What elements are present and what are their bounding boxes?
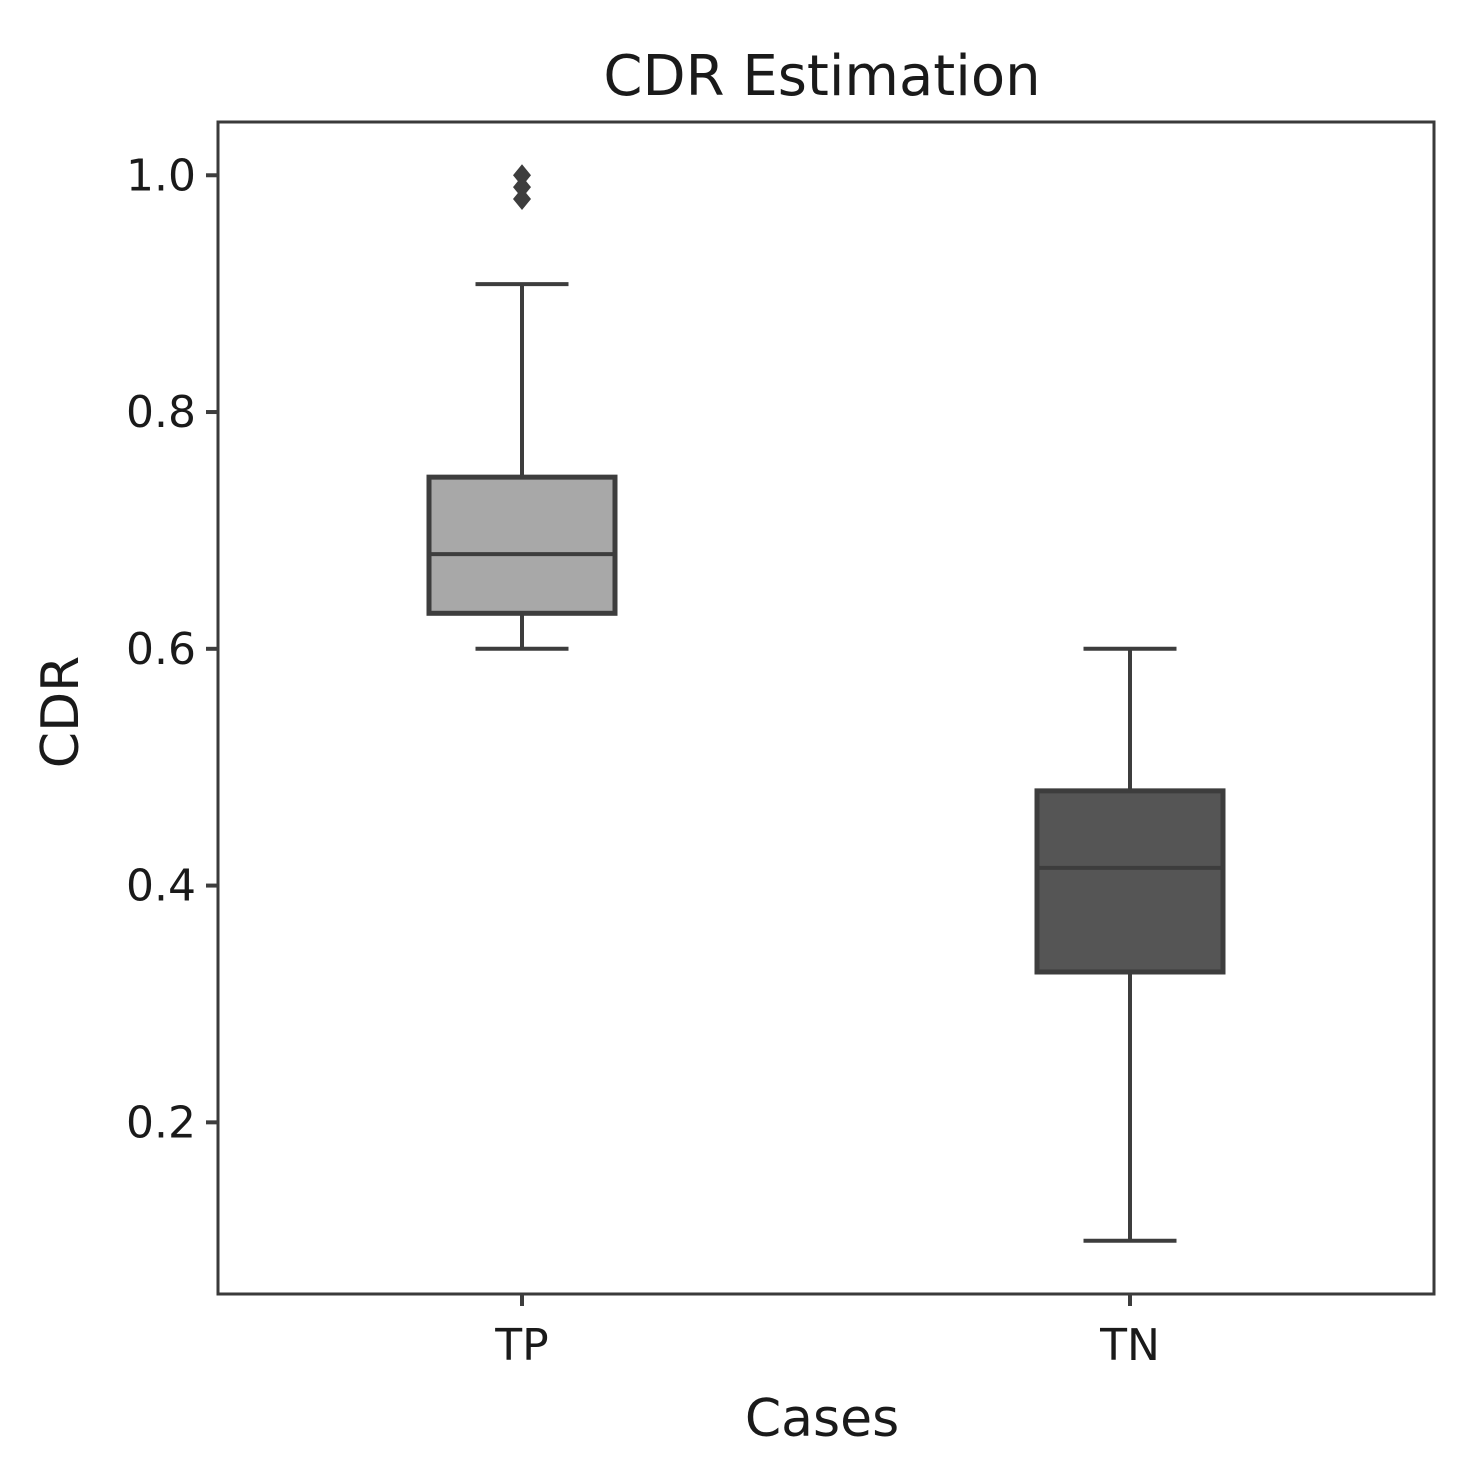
box-tn: [1034, 646, 1226, 1243]
y-tick-label: 0.8: [126, 387, 196, 438]
y-axis-label: CDR: [31, 656, 91, 768]
y-axis: 0.2 0.4 0.6 0.8 1.0: [126, 150, 218, 1148]
outlier-point: [513, 187, 531, 210]
iqr-box: [426, 474, 618, 616]
y-tick-label: 0.6: [126, 624, 196, 675]
y-tick-label: 1.0: [126, 150, 196, 201]
boxes: [426, 164, 1226, 1243]
x-axis-label: Cases: [745, 1389, 899, 1449]
x-tick-label: TP: [494, 1320, 548, 1371]
outlier-point: [513, 164, 531, 187]
x-tick-label: TN: [1099, 1320, 1160, 1371]
box-tp: [426, 164, 618, 651]
y-tick-label: 0.4: [126, 861, 196, 912]
x-axis: TP TN: [494, 1294, 1160, 1371]
plot-area: [216, 120, 1436, 1296]
outlier-point: [513, 176, 531, 199]
iqr-box: [1034, 788, 1226, 975]
chart-title: CDR Estimation: [603, 44, 1040, 109]
y-tick-label: 0.2: [126, 1097, 196, 1148]
